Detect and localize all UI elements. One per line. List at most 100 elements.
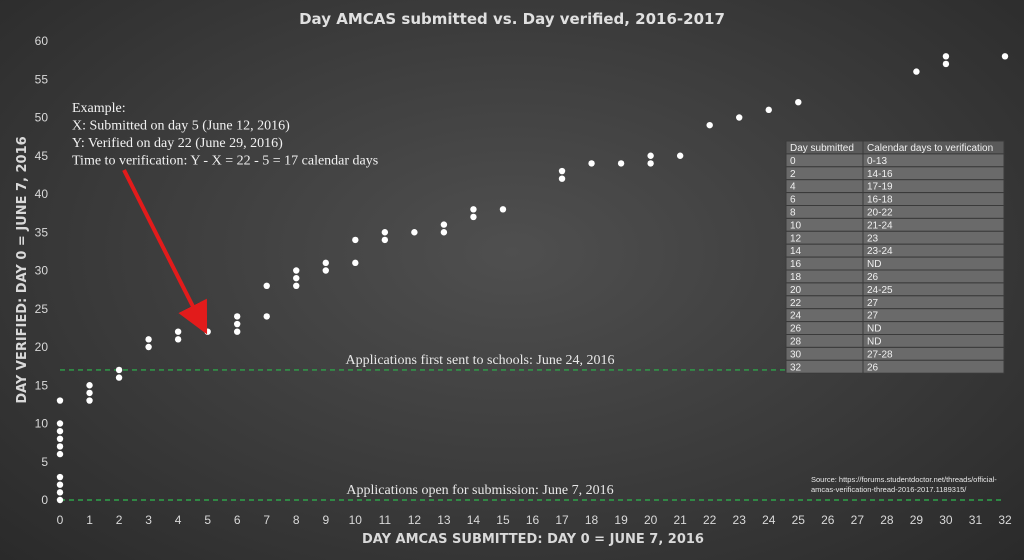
- data-point: [322, 267, 329, 274]
- table-row: [785, 192, 1005, 207]
- table-cell-day: 10: [790, 220, 802, 231]
- data-point: [56, 397, 64, 404]
- data-point: [56, 450, 64, 458]
- data-point: [263, 313, 270, 320]
- y-tick-label: 10: [35, 417, 49, 431]
- data-point: [322, 259, 329, 267]
- x-axis-ticks: 0 1 2 3 4 5 6 7 8 9 10 11 12 13 14 15 16 17 18 19 20 21 22 23 24…: [57, 513, 1012, 527]
- data-point: [204, 328, 211, 335]
- y-tick-label: 30: [35, 264, 49, 278]
- data-points: [56, 53, 1009, 504]
- x-tick-label: 32: [998, 513, 1012, 527]
- table-cell-days-to-verification: 16-18: [867, 195, 893, 206]
- data-point: [56, 481, 64, 488]
- data-point: [1001, 53, 1009, 60]
- x-tick-label: 27: [851, 513, 865, 527]
- data-point: [706, 121, 713, 129]
- y-tick-label: 45: [35, 149, 49, 163]
- annotation-arrow: [122, 169, 208, 335]
- x-tick-label: 7: [263, 513, 270, 527]
- data-point: [647, 160, 654, 167]
- y-tick-label: 20: [35, 340, 49, 354]
- x-tick-label: 31: [969, 513, 983, 527]
- x-tick-label: 25: [792, 513, 806, 527]
- data-point: [115, 374, 123, 381]
- y-tick-label: 50: [35, 111, 49, 125]
- data-point: [115, 366, 123, 374]
- table-cell-day: 2: [790, 169, 796, 180]
- data-point: [263, 282, 270, 289]
- data-point: [499, 206, 507, 213]
- table-cell-day: 12: [790, 233, 802, 244]
- data-point: [381, 229, 389, 236]
- x-tick-label: 8: [293, 513, 300, 527]
- table-cell-days-to-verification: ND: [867, 324, 881, 335]
- data-point: [56, 496, 64, 504]
- x-tick-label: 15: [496, 513, 510, 527]
- x-tick-label: 28: [880, 513, 894, 527]
- table-row: [785, 359, 1005, 374]
- table-row: [785, 256, 1005, 271]
- data-point: [293, 282, 300, 289]
- table-cell-day: 30: [790, 349, 802, 360]
- data-point: [56, 473, 64, 481]
- data-point: [942, 53, 950, 60]
- x-tick-label: 16: [526, 513, 540, 527]
- data-point: [647, 152, 654, 159]
- table-cell-day: 22: [790, 298, 802, 309]
- x-tick-label: 5: [204, 513, 211, 527]
- table-cell-days-to-verification: 17-19: [867, 182, 893, 193]
- data-point: [145, 343, 152, 351]
- source-line-1: amcas-verification-thread-2016-2017.1189…: [811, 485, 967, 494]
- chart-title: Day AMCAS submitted vs. Day verified, 20…: [299, 10, 725, 28]
- data-point: [233, 328, 241, 335]
- table-cell-days-to-verification: 27: [867, 311, 879, 322]
- example-annotation: Example: X: Submitted on day 5 (June 12, …: [72, 101, 378, 335]
- x-axis-label: DAY AMCAS SUBMITTED: DAY 0 = JUNE 7, 201…: [362, 532, 704, 547]
- table-cell-day: 6: [790, 195, 796, 206]
- x-tick-label: 17: [555, 513, 569, 527]
- data-point: [913, 68, 920, 75]
- table-cell-day: 20: [790, 285, 802, 296]
- data-point: [56, 435, 64, 442]
- y-tick-label: 5: [41, 455, 48, 469]
- y-tick-label: 25: [35, 302, 49, 316]
- reference-line-label-1: Applications open for submission: June 7…: [346, 483, 613, 498]
- table-row: [785, 321, 1005, 336]
- data-point: [795, 99, 802, 106]
- data-point: [86, 382, 93, 389]
- data-point: [56, 427, 64, 435]
- x-tick-label: 20: [644, 513, 658, 527]
- table-row: [785, 230, 1005, 245]
- data-point: [470, 213, 477, 221]
- source-line-0: Source: https://forums.studentdoctor.net…: [811, 475, 997, 484]
- table-row: [785, 269, 1005, 284]
- data-point: [293, 274, 300, 282]
- data-point: [470, 206, 477, 213]
- table-cell-day: 32: [790, 362, 802, 373]
- x-tick-label: 30: [939, 513, 953, 527]
- table-cell-days-to-verification: 20-22: [867, 208, 893, 219]
- table-cell-day: 16: [790, 259, 802, 270]
- x-tick-label: 22: [703, 513, 717, 527]
- table-cell-days-to-verification: 26: [867, 362, 879, 373]
- table-cell-day: 24: [790, 311, 802, 322]
- data-point: [233, 313, 241, 320]
- data-point: [558, 167, 566, 175]
- data-point: [440, 229, 448, 236]
- data-point: [352, 259, 359, 267]
- table-row: [785, 295, 1005, 310]
- x-tick-label: 6: [234, 513, 241, 527]
- x-tick-label: 24: [762, 513, 776, 527]
- table-cell-days-to-verification: ND: [867, 259, 881, 270]
- table-cell-days-to-verification: 26: [867, 272, 879, 283]
- reference-line-label-0: Applications first sent to schools: June…: [345, 353, 614, 368]
- y-tick-label: 0: [41, 493, 48, 507]
- table-cell-day: 14: [790, 246, 802, 257]
- x-tick-label: 23: [733, 513, 747, 527]
- x-tick-label: 21: [673, 513, 687, 527]
- table-cell-day: Day submitted: [790, 143, 854, 154]
- x-tick-label: 29: [910, 513, 924, 527]
